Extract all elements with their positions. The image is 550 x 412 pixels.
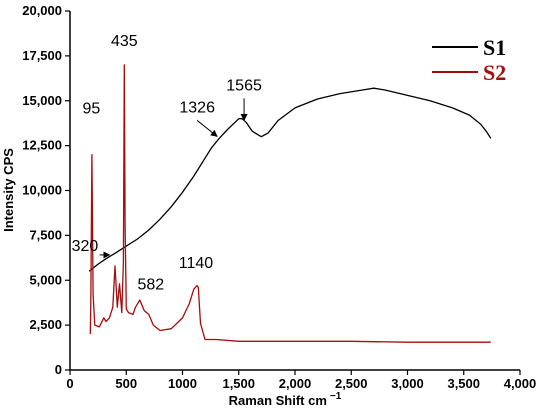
peak-label: 1140 xyxy=(179,255,214,272)
y-tick-label: 7,500 xyxy=(29,227,62,242)
y-tick-label: 0 xyxy=(55,362,62,377)
peak-label: 320 xyxy=(72,238,99,255)
series-line-s2 xyxy=(89,64,491,343)
x-tick-label: 4,000 xyxy=(504,376,537,391)
y-axis-ticks: 0 2,500 5,000 7,500 10,000 12,500 15,000 17,500… xyxy=(22,3,70,377)
x-tick-label: 3,500 xyxy=(447,376,480,391)
peak-annotations: 95 435 1326 1565 320 582 1140 xyxy=(72,33,262,294)
x-tick-label: 500 xyxy=(115,376,137,391)
legend-label-s2: S2 xyxy=(483,60,506,85)
series-group xyxy=(88,64,492,343)
peak-label: 1565 xyxy=(226,77,262,94)
x-tick-label: 0 xyxy=(66,376,73,391)
y-tick-label: 17,500 xyxy=(22,48,62,63)
x-tick-label: 1,500 xyxy=(222,376,255,391)
x-tick-label: 3,000 xyxy=(391,376,424,391)
y-tick-label: 5,000 xyxy=(29,272,62,287)
x-tick-label: 2,500 xyxy=(335,376,368,391)
peak-label: 95 xyxy=(82,101,100,118)
series-line-s1 xyxy=(88,87,492,272)
legend-label-s1: S1 xyxy=(483,35,506,60)
y-tick-label: 12,500 xyxy=(22,138,62,153)
axes xyxy=(69,11,520,371)
y-tick-label: 10,000 xyxy=(22,183,62,198)
y-tick-label: 15,000 xyxy=(22,93,62,108)
x-tick-label: 1000 xyxy=(168,376,197,391)
x-tick-label: 2,000 xyxy=(279,376,312,391)
x-axis-title-sup: −1 xyxy=(330,391,342,402)
y-tick-label: 20,000 xyxy=(22,3,62,18)
y-tick-label: 2,500 xyxy=(29,317,62,332)
x-axis-ticks: 0 500 1000 1,500 2,000 2,500 3,000 3,500 4,000 xyxy=(66,370,536,391)
peak-label: 435 xyxy=(111,33,138,50)
peak-label: 1326 xyxy=(179,99,215,116)
peak-label: 582 xyxy=(138,276,165,293)
x-axis-title-text: Raman Shift cm xyxy=(229,393,327,408)
y-axis-title: Intensity CPS xyxy=(1,148,16,232)
annotation-arrow xyxy=(196,120,218,137)
x-axis-title: Raman Shift cm −1 xyxy=(229,391,342,408)
